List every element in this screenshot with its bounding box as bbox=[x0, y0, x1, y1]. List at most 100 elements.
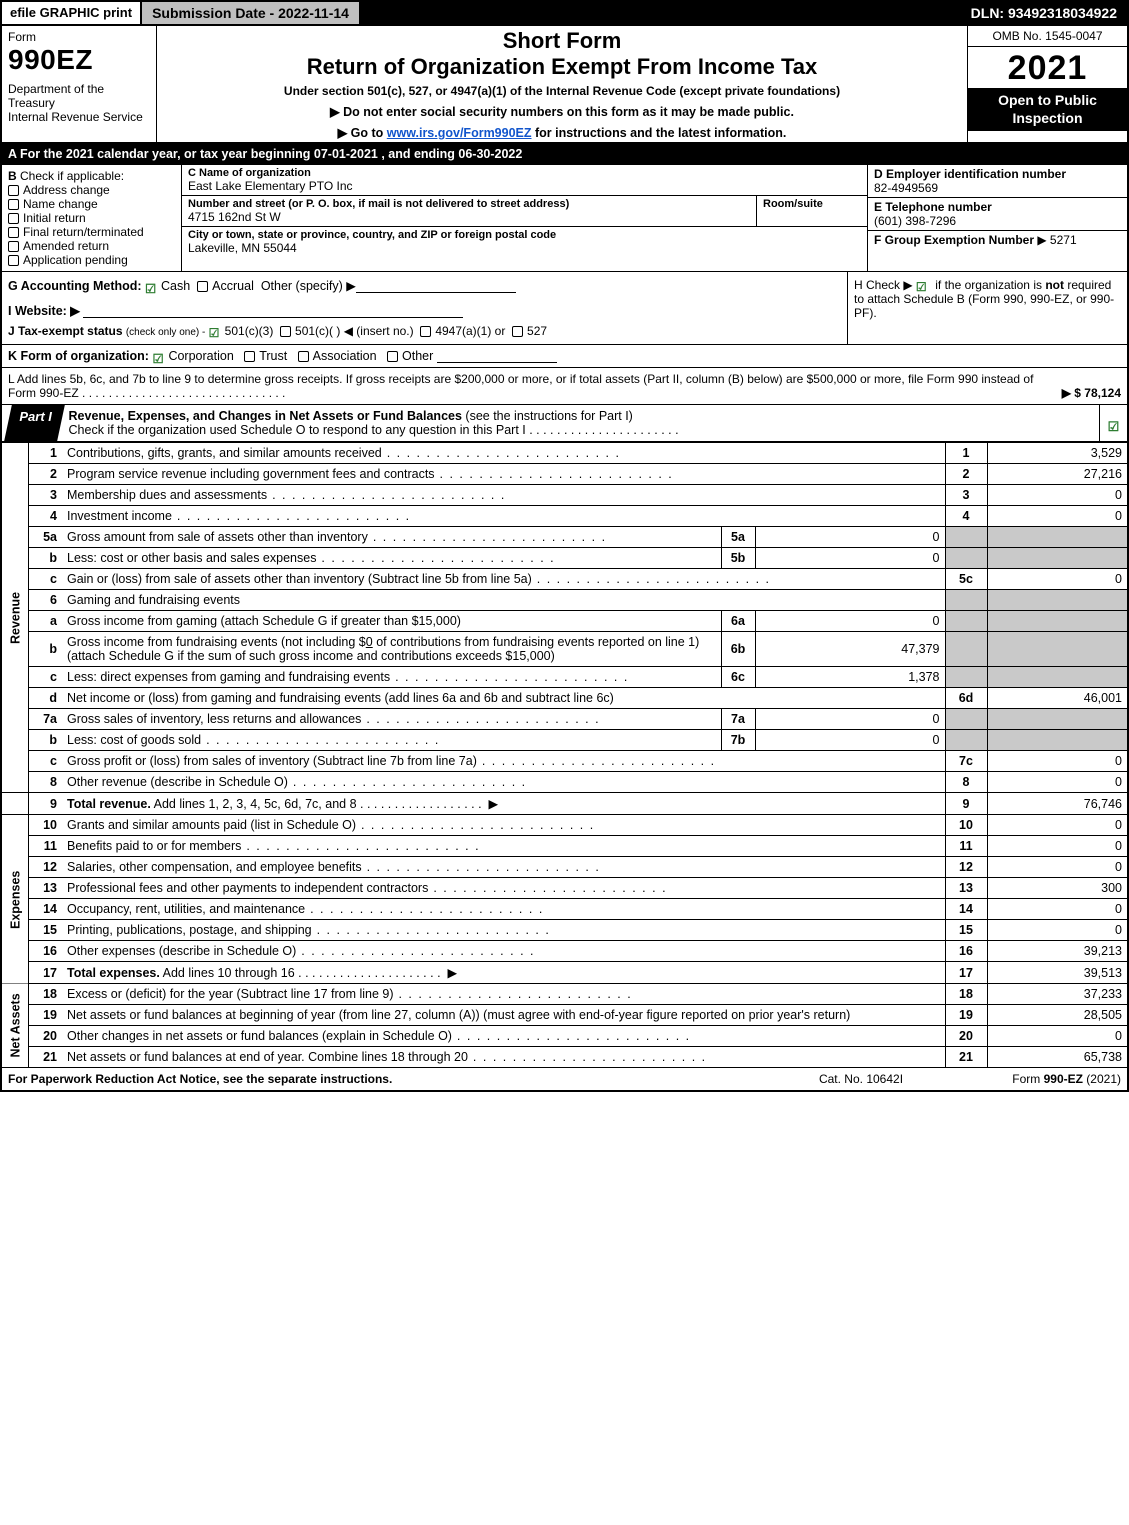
checkbox-corp-checked[interactable]: ☑ bbox=[152, 351, 164, 363]
checkbox-cash-checked[interactable]: ☑ bbox=[145, 281, 157, 293]
ln-6d-val: 46,001 bbox=[987, 688, 1127, 709]
ln-15-val: 0 bbox=[987, 920, 1127, 941]
checkbox-address-change[interactable] bbox=[8, 185, 19, 196]
lbl-amended-return: Amended return bbox=[23, 239, 109, 253]
ln-12-val: 0 bbox=[987, 857, 1127, 878]
ln-7a-subval: 0 bbox=[755, 709, 945, 730]
ln-7c-no: c bbox=[28, 751, 62, 772]
d-ein: 82-4949569 bbox=[874, 181, 1121, 195]
checkbox-name-change[interactable] bbox=[8, 199, 19, 210]
checkbox-assoc[interactable] bbox=[298, 351, 309, 362]
l-text: L Add lines 5b, 6c, and 7b to line 9 to … bbox=[8, 372, 1033, 400]
part-i-check: Check if the organization used Schedule … bbox=[69, 423, 526, 437]
ln-17-no: 17 bbox=[28, 962, 62, 984]
ln-9-box: 9 bbox=[945, 793, 987, 815]
ln-9-val: 76,746 bbox=[987, 793, 1127, 815]
section-b: B Check if applicable: Address change Na… bbox=[2, 165, 182, 271]
ln-6b-subbox: 6b bbox=[721, 632, 755, 667]
ln-11-val: 0 bbox=[987, 836, 1127, 857]
l-amount: ▶ $ 78,124 bbox=[1062, 386, 1121, 400]
ln-6c-greyval bbox=[987, 667, 1127, 688]
ln-13-box: 13 bbox=[945, 878, 987, 899]
top-bar: efile GRAPHIC print Submission Date - 20… bbox=[0, 0, 1129, 26]
form-header: Form 990EZ Department of the Treasury In… bbox=[2, 26, 1127, 144]
ln-5a-greybox bbox=[945, 527, 987, 548]
ln-6-greybox bbox=[945, 590, 987, 611]
ln-6-greyval bbox=[987, 590, 1127, 611]
section-c: C Name of organization East Lake Element… bbox=[182, 165, 867, 271]
j-label: J Tax-exempt status bbox=[8, 324, 123, 338]
under-section: Under section 501(c), 527, or 4947(a)(1)… bbox=[165, 84, 959, 98]
rev-spacer bbox=[2, 793, 28, 815]
ln-21-no: 21 bbox=[28, 1047, 62, 1068]
h-pre: H Check ▶ bbox=[854, 278, 916, 292]
short-form-label: Short Form bbox=[165, 28, 959, 54]
dln-label: DLN: 93492318034922 bbox=[961, 2, 1127, 24]
checkbox-trust[interactable] bbox=[244, 351, 255, 362]
lbl-insert-no: ◀ (insert no.) bbox=[344, 324, 414, 338]
lbl-initial-return: Initial return bbox=[23, 211, 86, 225]
checkbox-amended-return[interactable] bbox=[8, 241, 19, 252]
ln-6b-amt: 0 bbox=[366, 635, 373, 649]
row-l: L Add lines 5b, 6c, and 7b to line 9 to … bbox=[2, 368, 1127, 405]
ln-5b-subbox: 5b bbox=[721, 548, 755, 569]
checkbox-initial-return[interactable] bbox=[8, 213, 19, 224]
ln-13-val: 300 bbox=[987, 878, 1127, 899]
ln-12-desc: Salaries, other compensation, and employ… bbox=[62, 857, 945, 878]
part-i-checkbox-checked[interactable]: ☑ bbox=[1099, 405, 1127, 441]
lines-table: Revenue 1 Contributions, gifts, grants, … bbox=[2, 442, 1127, 1067]
ln-9-desc: Total revenue. Add lines 1, 2, 3, 4, 5c,… bbox=[62, 793, 945, 815]
lbl-cash: Cash bbox=[161, 279, 190, 293]
website-line bbox=[83, 304, 463, 318]
ln-14-no: 14 bbox=[28, 899, 62, 920]
ln-17-box: 17 bbox=[945, 962, 987, 984]
ln-17-desc: Total expenses. Add lines 10 through 16 … bbox=[62, 962, 945, 984]
ln-11-desc: Benefits paid to or for members bbox=[62, 836, 945, 857]
checkbox-other-org[interactable] bbox=[387, 351, 398, 362]
ln-14-box: 14 bbox=[945, 899, 987, 920]
ln-7c-desc: Gross profit or (loss) from sales of inv… bbox=[62, 751, 945, 772]
ln-9-no: 9 bbox=[28, 793, 62, 815]
lbl-trust: Trust bbox=[259, 349, 287, 363]
checkbox-h-checked[interactable]: ☑ bbox=[916, 280, 928, 292]
ln-8-box: 8 bbox=[945, 772, 987, 793]
sidebar-revenue: Revenue bbox=[2, 443, 28, 793]
row-i: I Website: ▶ bbox=[8, 303, 841, 318]
ln-1-no: 1 bbox=[28, 443, 62, 464]
checkbox-accrual[interactable] bbox=[197, 281, 208, 292]
irs-link[interactable]: www.irs.gov/Form990EZ bbox=[387, 126, 532, 140]
ln-6b-no: b bbox=[28, 632, 62, 667]
ln-6d-desc: Net income or (loss) from gaming and fun… bbox=[62, 688, 945, 709]
checkbox-final-return[interactable] bbox=[8, 227, 19, 238]
ln-21-desc: Net assets or fund balances at end of ye… bbox=[62, 1047, 945, 1068]
checkbox-501c3-checked[interactable]: ☑ bbox=[209, 326, 221, 338]
checkbox-527[interactable] bbox=[512, 326, 523, 337]
g-label: G Accounting Method: bbox=[8, 279, 142, 293]
ln-6a-greyval bbox=[987, 611, 1127, 632]
ln-12-box: 12 bbox=[945, 857, 987, 878]
ln-5b-no: b bbox=[28, 548, 62, 569]
ln-7a-desc: Gross sales of inventory, less returns a… bbox=[62, 709, 721, 730]
tax-year: 2021 bbox=[968, 47, 1127, 88]
checkbox-4947a1[interactable] bbox=[420, 326, 431, 337]
ln-5c-no: c bbox=[28, 569, 62, 590]
efile-print-label[interactable]: efile GRAPHIC print bbox=[2, 2, 140, 24]
ln-4-no: 4 bbox=[28, 506, 62, 527]
ln-7a-greybox bbox=[945, 709, 987, 730]
ln-6a-greybox bbox=[945, 611, 987, 632]
ln-10-val: 0 bbox=[987, 815, 1127, 836]
ln-6c-subbox: 6c bbox=[721, 667, 755, 688]
k-label: K Form of organization: bbox=[8, 349, 149, 363]
ln-19-val: 28,505 bbox=[987, 1005, 1127, 1026]
part-i-title: Revenue, Expenses, and Changes in Net As… bbox=[69, 409, 462, 423]
ln-8-val: 0 bbox=[987, 772, 1127, 793]
ln-7a-no: 7a bbox=[28, 709, 62, 730]
checkbox-application-pending[interactable] bbox=[8, 255, 19, 266]
ln-16-no: 16 bbox=[28, 941, 62, 962]
checkbox-501c[interactable] bbox=[280, 326, 291, 337]
j-sub: (check only one) - bbox=[126, 327, 205, 338]
b-letter: B bbox=[8, 169, 17, 183]
goto-line: ▶ Go to www.irs.gov/Form990EZ for instru… bbox=[165, 125, 959, 140]
row-j: J Tax-exempt status (check only one) - ☑… bbox=[8, 324, 841, 338]
ln-6c-greybox bbox=[945, 667, 987, 688]
